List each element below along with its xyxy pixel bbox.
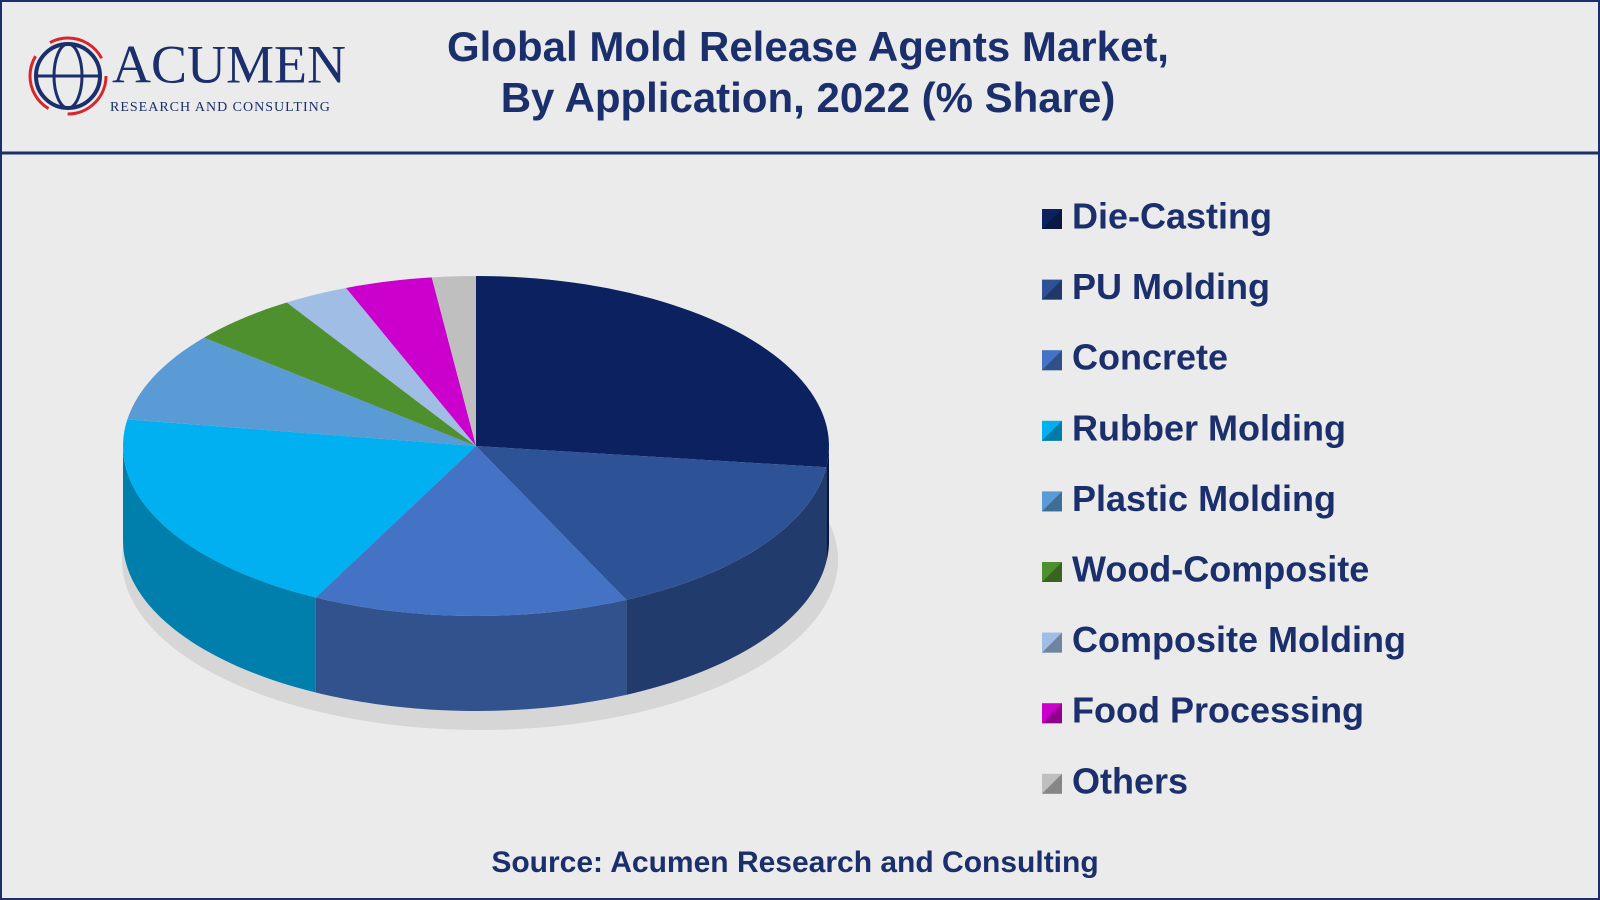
pie-slice xyxy=(286,287,476,446)
legend-swatch-shade xyxy=(1042,209,1062,229)
chart-title: Global Mold Release Agents Market, xyxy=(447,23,1169,70)
legend-label: Die-Casting xyxy=(1072,196,1272,237)
slice-side xyxy=(123,446,316,693)
legend-label: PU Molding xyxy=(1072,266,1270,307)
legend-swatch-shade xyxy=(1042,279,1062,300)
pie-slice xyxy=(315,446,627,616)
legend-label: Food Processing xyxy=(1072,690,1364,731)
legend-swatch-shade xyxy=(1042,632,1062,653)
pie-slice xyxy=(123,419,477,598)
source: Source: Acumen Research and Consulting xyxy=(491,846,1098,879)
pie-slice xyxy=(127,337,477,446)
legend-label: Rubber Molding xyxy=(1072,407,1346,448)
legend-label: Concrete xyxy=(1072,337,1228,378)
chart-subtitle: By Application, 2022 (% Share) xyxy=(501,74,1116,121)
legend-swatch-shade xyxy=(1042,350,1062,371)
pie-slice xyxy=(476,446,827,600)
pie-slice xyxy=(346,277,476,446)
legend-swatch-shade xyxy=(1042,491,1062,512)
legend-swatch-shade xyxy=(1042,562,1062,582)
logo-name: ACUMEN xyxy=(112,34,346,94)
slice-side xyxy=(626,467,827,695)
pie-slice xyxy=(204,302,476,446)
legend-swatch-shade xyxy=(1042,420,1062,441)
logo-ring xyxy=(28,36,108,116)
slice-side xyxy=(826,446,829,563)
legend-label: Plastic Molding xyxy=(1072,478,1336,519)
logo: ACUMEN RESEARCH AND CONSULTING xyxy=(28,34,346,116)
legend-swatch-shade xyxy=(1042,703,1062,724)
logo-tagline: RESEARCH AND CONSULTING xyxy=(110,100,331,115)
pie-slice xyxy=(476,276,829,468)
legend-swatch-shade xyxy=(1042,773,1062,794)
pie-slice xyxy=(431,276,476,446)
legend-label: Others xyxy=(1072,760,1188,801)
legend-label: Composite Molding xyxy=(1072,619,1406,660)
legend-label: Wood-Composite xyxy=(1072,549,1369,590)
slice-side xyxy=(315,597,627,711)
